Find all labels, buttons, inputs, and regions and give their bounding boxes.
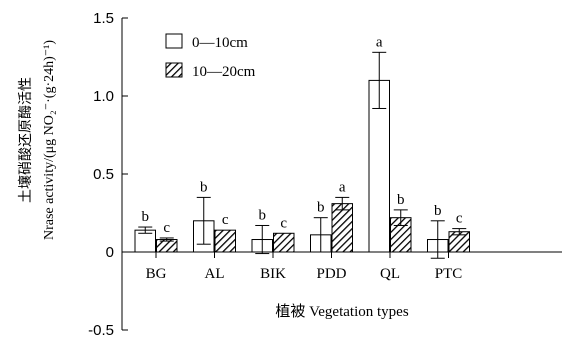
y-axis-title-line2: Nrase activity/(μg NO₂⁻·(g·24h)⁻¹)	[42, 40, 57, 240]
y-axis-title: 土壤硝酸还原酶活性 Nrase activity/(μg NO₂⁻·(g·24h…	[17, 40, 57, 240]
y-tick-label: 0	[106, 244, 114, 261]
legend: 0—10cm 10—20cm	[165, 33, 256, 80]
y-axis-title-line1: 土壤硝酸还原酶活性	[17, 77, 34, 203]
legend-label: 0—10cm	[192, 35, 248, 51]
y-tick-label: 0.5	[93, 166, 114, 183]
y-tick-label: 1.0	[93, 88, 114, 105]
x-tick-label: PDD	[316, 266, 346, 282]
bar-10-20cm	[331, 203, 353, 253]
y-tick-label: 1.5	[93, 10, 114, 27]
significance-label: b	[259, 207, 267, 223]
category-labels: BG AL BIK PDD QL PTC	[146, 252, 463, 282]
significance-label: c	[456, 211, 463, 227]
y-ticks: -0.5 0 0.5 1.0 1.5	[88, 10, 128, 339]
bar-10-20cm	[214, 229, 236, 253]
significance-label: b	[200, 179, 208, 195]
x-tick-label: BG	[146, 266, 167, 282]
legend-swatch	[165, 33, 183, 49]
significance-label: c	[280, 215, 287, 231]
significance-label: b	[317, 200, 325, 216]
legend-swatch	[165, 62, 183, 78]
bar-10-20cm	[273, 232, 295, 253]
significance-label: b	[434, 203, 442, 219]
x-axis-title: 植被 Vegetation types	[275, 303, 408, 320]
significance-label: b	[397, 192, 405, 208]
x-tick-label: PTC	[435, 266, 463, 282]
significance-label: c	[163, 220, 170, 236]
significance-label: c	[222, 212, 229, 228]
y-tick-label: -0.5	[88, 322, 114, 339]
significance-label: a	[376, 34, 383, 50]
legend-label: 10—20cm	[192, 64, 256, 80]
significance-label: b	[142, 209, 150, 225]
axes	[121, 18, 562, 330]
x-tick-label: AL	[205, 266, 225, 282]
x-tick-label: QL	[380, 266, 400, 282]
significance-label: a	[339, 179, 346, 195]
x-tick-label: BIK	[260, 266, 286, 282]
